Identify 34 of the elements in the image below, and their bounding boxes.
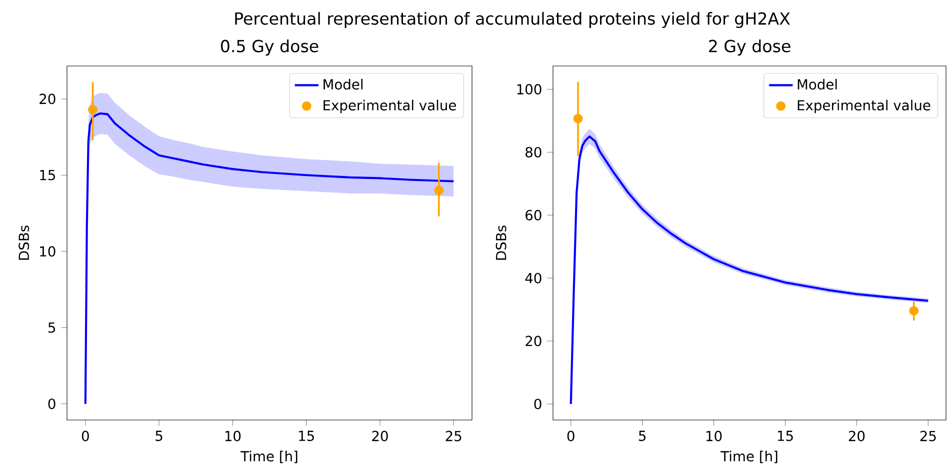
x-tick-label: 20 [372,430,388,442]
x-axis-title: Time [h] [720,450,778,464]
y-tick-label: 5 [48,322,55,333]
x-tick-label: 0 [82,430,89,442]
x-tick-label: 10 [225,430,241,442]
x-tick-label: 10 [706,430,722,442]
x-tick-label: 15 [299,430,314,442]
y-axis-title: DSBs [18,226,30,260]
legend-label: Experimental value [324,100,456,114]
y-tick-label: 40 [525,272,542,284]
legend-label: Experimental value [798,100,930,114]
y-tick-label: 0 [48,398,56,410]
y-tick-label: 60 [526,210,542,220]
y-tick-label: 100 [517,84,542,95]
y-tick-label: 20 [40,94,56,104]
y-tick-label: 20 [526,336,542,346]
legend-label: Model [324,78,362,90]
x-tick-label: 20 [848,430,865,442]
y-tick-label: 0 [534,398,542,410]
chart-title: 2 Gy dose [709,40,790,56]
y-tick-label: 10 [40,246,56,257]
x-tick-label: 0 [567,430,574,442]
chart-title: 0.5 Gy dose [220,40,318,56]
text: Percentual representation of accumulated proteins yield for gH2AX [235,12,790,28]
x-tick-label: 25 [920,430,936,442]
y-tick-label: 80 [526,146,542,158]
x-axis-title: Time [h] [240,450,298,464]
legend-label: Model [798,78,837,90]
y-tick-label: 15 [40,170,55,180]
x-tick-label: 15 [778,430,793,442]
x-tick-label: 5 [156,430,162,442]
x-tick-label: 25 [446,430,462,442]
y-axis-title: DSBs [496,226,506,260]
x-tick-label: 5 [638,430,646,442]
